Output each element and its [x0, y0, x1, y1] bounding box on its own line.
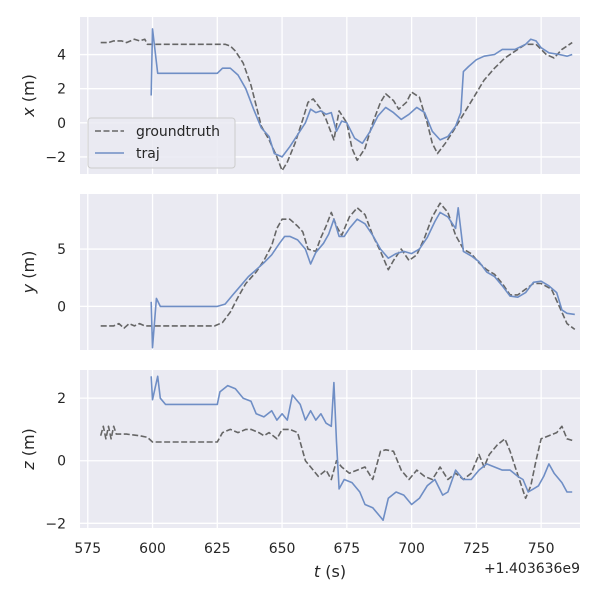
y-axis-label-var: z [19, 461, 38, 471]
y-axis-label-unit: (m) [19, 428, 38, 461]
x-axis-label-unit: (s) [320, 562, 346, 581]
series-line-traj [150, 375, 573, 521]
series-line-groundtruth [100, 38, 573, 172]
legend-label-groundtruth: groundtruth [136, 124, 220, 140]
y-axis-label-var: x [19, 107, 38, 118]
x-tick-label: 600 [139, 541, 166, 557]
series-line-groundtruth [99, 425, 573, 500]
series-line-traj [150, 207, 575, 349]
y-axis-label: y (m) [19, 251, 38, 295]
x-tick-label: 650 [269, 541, 296, 557]
panel-y: 0 5 y (m) [19, 194, 580, 350]
x-tick-label: 750 [528, 541, 555, 557]
x-offset-text: +1.403636e9 [484, 561, 580, 577]
series-group [100, 202, 576, 349]
y-axis-label-unit: (m) [19, 74, 38, 107]
x-tick-label: 675 [333, 541, 360, 557]
series-group [100, 28, 573, 172]
y-tick-label: −2 [45, 150, 66, 166]
legend-box [87, 117, 236, 169]
x-axis-label-var: t [314, 562, 321, 581]
x-tick-label: 625 [204, 541, 231, 557]
grid-lines [80, 370, 580, 528]
y-tick-label: 2 [57, 82, 66, 98]
y-tick-label: 0 [57, 454, 66, 470]
plot-background [80, 370, 580, 528]
panel-x: −2 0 2 4 x (m) groundtruth traj [19, 17, 580, 174]
y-axis-label-unit: (m) [19, 251, 38, 284]
legend-label-traj: traj [136, 146, 160, 162]
x-tick-label: 725 [463, 541, 490, 557]
x-tick-label: 700 [398, 541, 425, 557]
y-tick-label: 0 [57, 299, 66, 315]
plot-background [80, 194, 580, 350]
x-axis-label: t (s) [314, 562, 346, 581]
y-tick-label: 0 [57, 116, 66, 132]
series-group [99, 375, 573, 521]
series-line-traj [150, 28, 573, 158]
panel-z: −2 0 2 575 600 625 650 675 700 725 750 z (m) [19, 370, 580, 557]
y-tick-label: 4 [57, 48, 66, 64]
x-tick-label: 575 [74, 541, 101, 557]
series-line-groundtruth [100, 202, 576, 331]
y-tick-label: −2 [45, 516, 66, 532]
y-tick-label: 2 [57, 391, 66, 407]
y-axis-label-var: y [19, 283, 38, 294]
y-axis-label: x (m) [19, 74, 38, 118]
legend: groundtruth traj [87, 117, 236, 169]
y-tick-label: 5 [57, 242, 66, 258]
y-axis-label: z (m) [19, 428, 38, 471]
